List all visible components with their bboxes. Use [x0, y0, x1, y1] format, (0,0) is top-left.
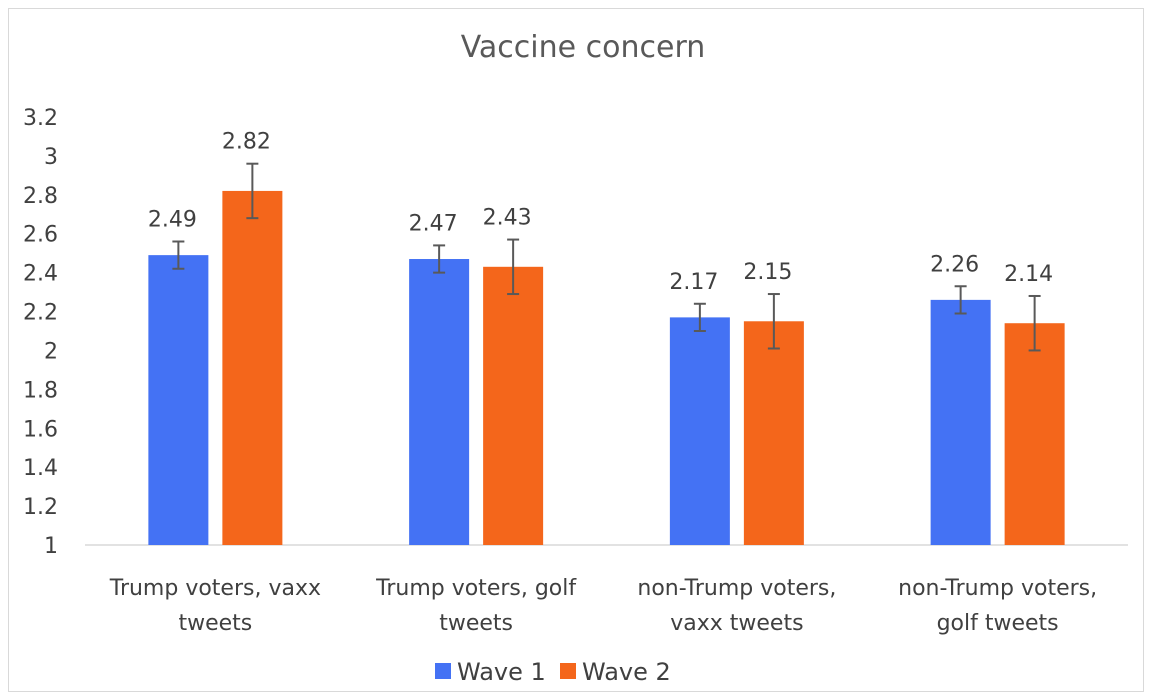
y-tick-label: 2.4 [23, 262, 58, 287]
legend-label: Wave 2 [582, 658, 671, 686]
bars-layer [148, 162, 1065, 546]
data-label: 2.26 [930, 252, 979, 277]
y-tick-label: 1.4 [23, 456, 58, 481]
y-tick-label: 1.8 [23, 378, 58, 403]
y-tick-label: 2.2 [23, 301, 58, 326]
data-label: 2.43 [483, 206, 532, 231]
bar-wave-2 [222, 190, 283, 545]
x-category-label: non-Trump voters, [637, 576, 836, 601]
bar-wave-2 [1004, 323, 1065, 545]
bar-wave-1 [409, 259, 470, 545]
y-tick-label: 2.8 [23, 184, 58, 209]
x-category-label: vaxx tweets [670, 611, 803, 636]
y-tick-label: 1.2 [23, 495, 58, 520]
bar-wave-1 [669, 317, 730, 545]
x-category-label: golf tweets [937, 611, 1059, 636]
legend-label: Wave 1 [457, 658, 546, 686]
x-category-label: non-Trump voters, [898, 576, 1097, 601]
x-category-label: tweets [439, 611, 513, 636]
data-label: 2.82 [222, 130, 271, 155]
bar-wave-2 [483, 266, 544, 545]
bar-wave-2 [743, 321, 804, 545]
y-tick-label: 3 [44, 145, 58, 170]
data-label: 2.47 [409, 211, 458, 236]
chart-title: Vaccine concern [461, 30, 706, 65]
x-category-label: Trump voters, golf [375, 576, 577, 601]
y-tick-label: 1 [44, 534, 58, 559]
bar-wave-1 [148, 255, 209, 546]
y-tick-label: 2.6 [23, 223, 58, 248]
legend-swatch [435, 663, 451, 679]
legend-swatch [560, 663, 576, 679]
x-category-label: tweets [178, 611, 252, 636]
data-label: 2.14 [1004, 262, 1053, 287]
data-label: 2.15 [743, 260, 792, 285]
y-tick-label: 2 [44, 339, 58, 364]
legend: Wave 1 Wave 2 [435, 658, 671, 686]
data-label: 2.17 [669, 270, 718, 295]
y-tick-label: 1.6 [23, 417, 58, 442]
x-category-label: Trump voters, vaxx [109, 576, 321, 601]
data-label: 2.49 [148, 208, 197, 233]
bar-wave-1 [930, 299, 991, 545]
labels-layer: 2.49 2.82 Trump voters, vaxx tweets 2.47 2.43… [109, 130, 1097, 636]
y-tick-label: 3.2 [23, 106, 58, 131]
